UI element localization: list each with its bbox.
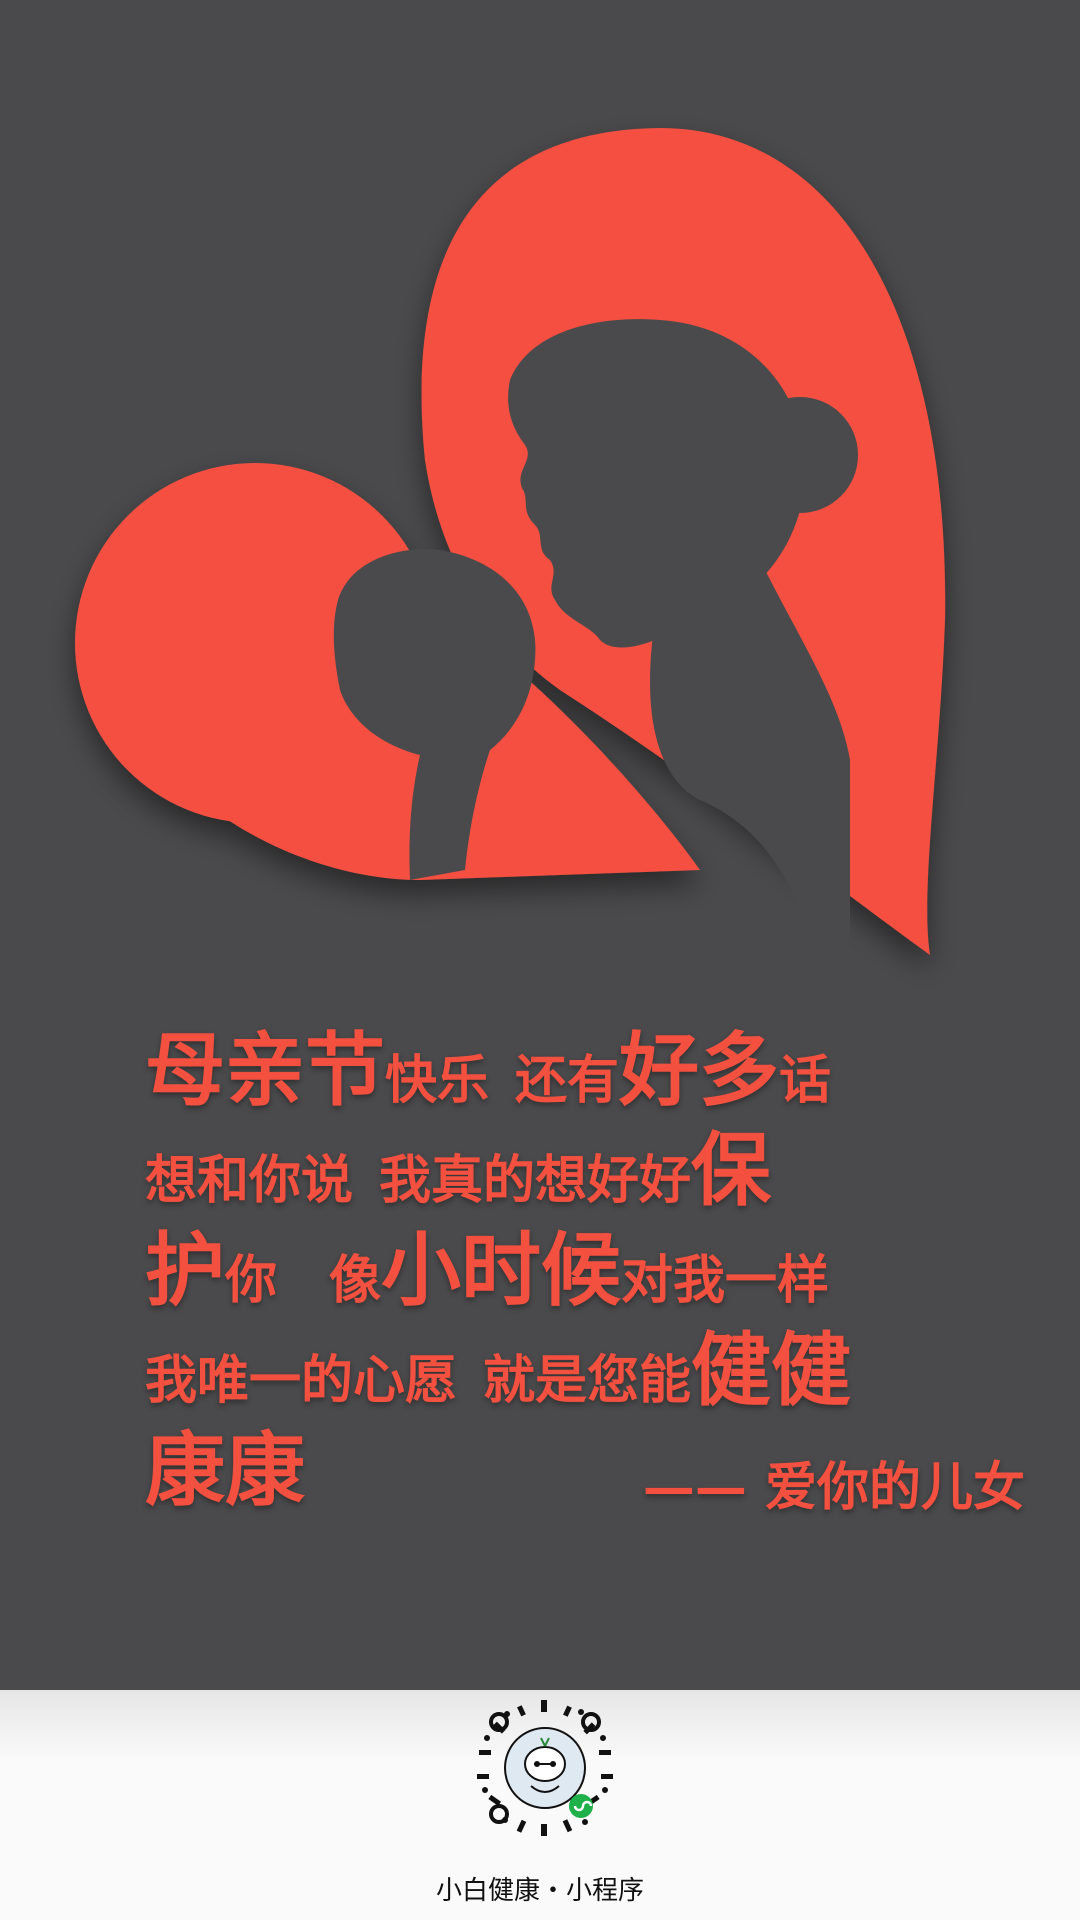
poem-line-3: 护你 像小时候对我一样 [145,1230,1025,1330]
mother-child-silhouette [333,319,858,1000]
mini-program-caption: 小白健康・小程序 [435,1875,644,1905]
poem-text: 护 [145,1223,225,1317]
poem-text: 就是您能 [483,1350,692,1411]
poem-text: 我唯一的心愿 [145,1350,458,1411]
poem-line-2: 想和你说 我真的想好好保 [145,1130,1025,1230]
poem-text: 好多 [619,1023,780,1117]
poem-text: 母亲节 [145,1023,385,1117]
poem-line-4: 我唯一的心愿 就是您能健健 [145,1330,1025,1430]
poem-text: 想和你说 [145,1150,354,1211]
heart-mother-child-illustration [75,128,946,1000]
mothers-day-poem: 母亲节快乐 还有好多话 想和你说 我真的想好好保 护你 像小时候对我一样 我唯一的心愿… [145,1030,1025,1530]
poem-text: 像 [329,1250,382,1311]
poem-text: 保 [691,1123,772,1217]
poem-line-1: 母亲节快乐 还有好多话 [145,1030,1025,1130]
poem-line-5: 康康 —— 爱你的儿女 [145,1430,1025,1530]
poster: 母亲节快乐 还有好多话 想和你说 我真的想好好保 护你 像小时候对我一样 我唯一的心愿… [0,0,1080,1690]
poem-text: 还有 [515,1050,620,1111]
poem-text: 你 [225,1250,278,1311]
poem-text: 我真的想好好 [379,1150,692,1211]
poem-text: 小时候 [381,1223,622,1317]
mini-program-code-icon[interactable] [475,1698,615,1838]
poem-text: 健健 [691,1323,852,1417]
signature: —— 爱你的儿女 [642,1457,1025,1518]
poem-text: 康康 [145,1423,305,1517]
poem-text: 快乐 [385,1050,490,1111]
poem-text: 话 [779,1050,832,1111]
poem-text: 对我一样 [621,1250,830,1311]
